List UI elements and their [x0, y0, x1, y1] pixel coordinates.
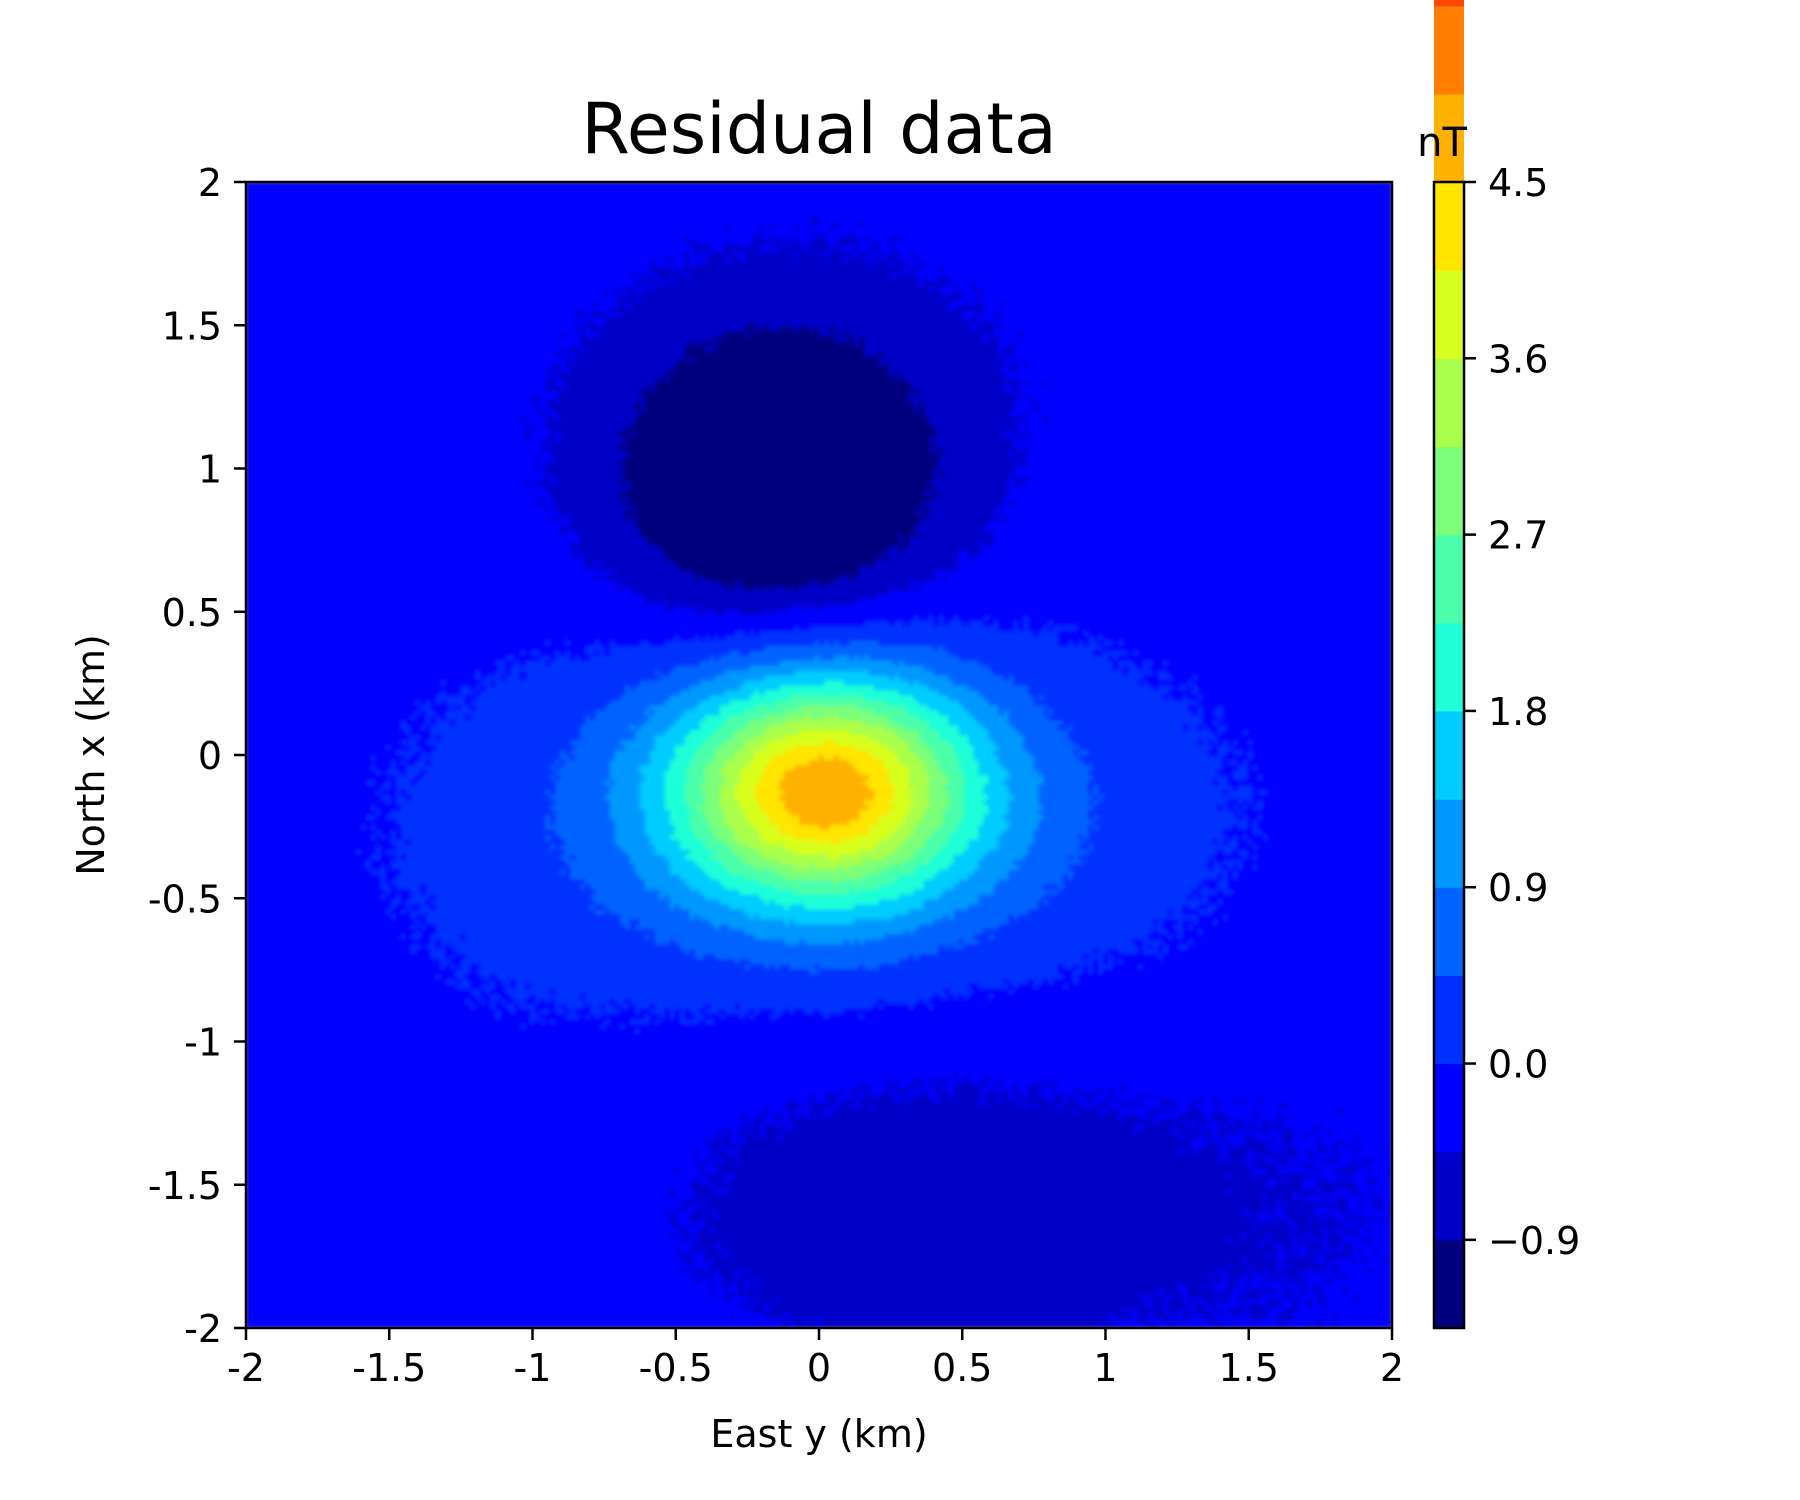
x-tick-label: 2	[1380, 1346, 1404, 1390]
colorbar-segment	[1434, 270, 1464, 359]
colorbar: 4.5 3.6 2.7 1.8 0.9 0.0 −0.9	[1432, 0, 1580, 1330]
x-tick-label: 1	[1093, 1346, 1117, 1390]
contour-plot-area	[246, 182, 1392, 1328]
colorbar-segment	[1434, 622, 1464, 712]
colorbar-segment	[1434, 710, 1464, 800]
chart-title: Residual data	[581, 88, 1057, 170]
colorbar-segment	[1434, 1239, 1464, 1329]
colorbar-segment	[1434, 93, 1464, 183]
x-tick-label: -1	[514, 1346, 552, 1390]
x-axis-label: East y (km)	[710, 1412, 927, 1456]
colorbar-segment	[1434, 1151, 1464, 1241]
y-tick-label: -0.5	[148, 877, 222, 921]
colorbar-segment	[1434, 1063, 1464, 1153]
y-tick-label: -1.5	[148, 1164, 222, 1208]
colorbar-tick-label: 1.8	[1488, 690, 1548, 734]
x-tick-label: -1.5	[352, 1346, 426, 1390]
colorbar-segment	[1434, 799, 1464, 888]
y-axis-label: North x (km)	[69, 634, 113, 876]
colorbar-tick-label: 4.5	[1488, 161, 1548, 205]
colorbar-tick-label: 3.6	[1488, 337, 1548, 381]
y-tick-label: -1	[184, 1021, 222, 1065]
colorbar-label: nT	[1417, 120, 1467, 166]
colorbar-segment	[1434, 182, 1464, 271]
colorbar-segment	[1434, 446, 1464, 536]
x-tick-label: -0.5	[639, 1346, 713, 1390]
contour-field	[246, 182, 1392, 1328]
colorbar-segment	[1434, 534, 1464, 624]
colorbar-segment	[1434, 5, 1464, 95]
x-tick-label: 0	[807, 1346, 831, 1390]
colorbar-tick-label: 0.9	[1488, 866, 1548, 910]
y-tick-label: -2	[184, 1307, 222, 1351]
y-tick-label: 1.5	[162, 304, 222, 348]
colorbar-segment	[1434, 887, 1464, 976]
colorbar-tick-label: 2.7	[1488, 514, 1548, 558]
colorbar-frame	[1432, 180, 1466, 1330]
x-tick-label: -2	[227, 1346, 265, 1390]
y-tick-label: 0	[198, 734, 222, 778]
colorbar-segment	[1434, 975, 1464, 1065]
x-axis: -2 -1.5 -1 -0.5 0 0.5 1 1.5 2	[227, 1328, 1404, 1390]
y-tick-label: 1	[198, 448, 222, 492]
x-tick-label: 1.5	[1219, 1346, 1279, 1390]
y-tick-label: 0.5	[162, 591, 222, 635]
colorbar-segment	[1434, 0, 1464, 7]
colorbar-tick-label: −0.9	[1488, 1219, 1580, 1263]
y-tick-label: 2	[198, 161, 222, 205]
colorbar-segment	[1434, 358, 1464, 448]
y-axis: 2 1.5 1 0.5 0 -0.5 -1 -1.5 -2	[148, 161, 246, 1351]
colorbar-tick-label: 0.0	[1488, 1043, 1548, 1087]
x-tick-label: 0.5	[932, 1346, 992, 1390]
